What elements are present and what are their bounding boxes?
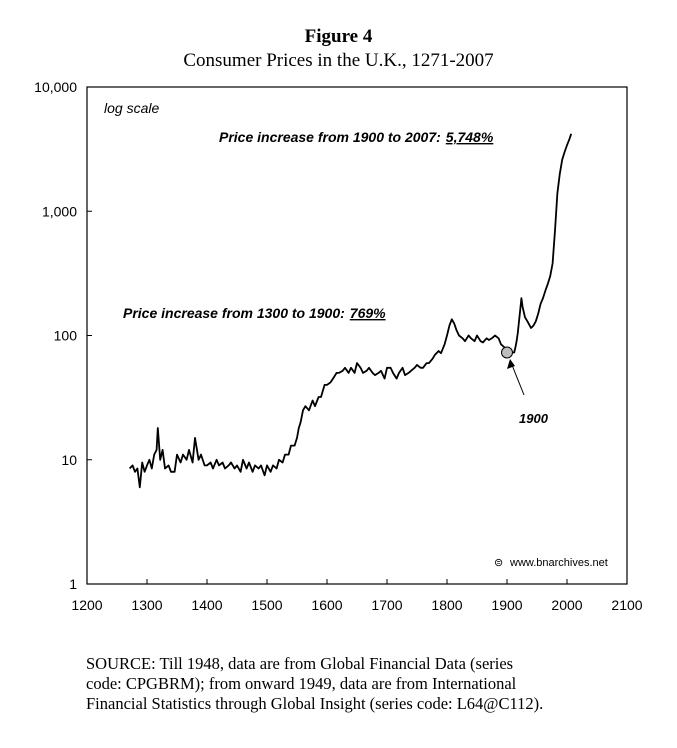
- annotation-upper-text: Price increase from 1900 to 2007:: [219, 129, 441, 145]
- source-line-2: code: CPGBRM); from onward 1949, data ar…: [86, 674, 517, 693]
- source-note: SOURCE: Till 1948, data are from Global …: [86, 654, 666, 714]
- annotation-lower-text: Price increase from 1300 to 1900:: [123, 305, 345, 321]
- y-axis: 1 10 100 1,000 10,000: [34, 80, 92, 592]
- figure-label: Figure 4: [304, 26, 373, 47]
- x-tick-label: 1800: [431, 597, 462, 613]
- y-tick-label: 10,000: [34, 80, 77, 95]
- x-tick-label: 1200: [71, 597, 102, 613]
- y-tick-label: 10: [61, 452, 77, 468]
- figure-subtitle: Consumer Prices in the U.K., 1271-2007: [183, 50, 494, 71]
- x-tick-label: 1500: [251, 597, 282, 613]
- y-tick-label: 1: [69, 576, 77, 592]
- price-chart: 1 10 100 1,000 10,000 1200 1300 1400 1500 1600 17…: [34, 80, 643, 613]
- annotation-upper-value: 5,748%: [446, 129, 494, 145]
- marker-1900: [501, 346, 513, 359]
- plot-frame: [86, 86, 628, 585]
- source-line-1: SOURCE: Till 1948, data are from Global …: [86, 654, 514, 673]
- y-tick-label: 100: [54, 328, 78, 344]
- series-line: [128, 133, 573, 489]
- x-tick-label: 2100: [611, 597, 642, 613]
- copyright-icon: ⊜: [494, 557, 503, 569]
- annotation-upper: Price increase from 1900 to 2007: 5,748%: [219, 129, 494, 145]
- source-line-3: Financial Statistics through Global Insi…: [86, 694, 544, 713]
- x-tick-label: 1400: [191, 597, 222, 613]
- marker-arrow: [507, 359, 525, 396]
- x-axis: 1200 1300 1400 1500 1600 1700 1800 1900 2000 2100: [71, 579, 643, 613]
- scale-note: log scale: [104, 100, 159, 116]
- annotation-lower-value: 769%: [350, 305, 386, 321]
- annotation-lower: Price increase from 1300 to 1900: 769%: [123, 305, 386, 321]
- marker-label: 1900: [519, 411, 549, 426]
- watermark: www.bnarchives.net: [509, 557, 608, 569]
- x-tick-label: 1300: [131, 597, 162, 613]
- y-tick-label: 1,000: [42, 203, 77, 219]
- x-tick-label: 1600: [311, 597, 342, 613]
- x-tick-label: 1900: [491, 597, 522, 613]
- x-tick-label: 2000: [551, 597, 582, 613]
- x-tick-label: 1700: [371, 597, 402, 613]
